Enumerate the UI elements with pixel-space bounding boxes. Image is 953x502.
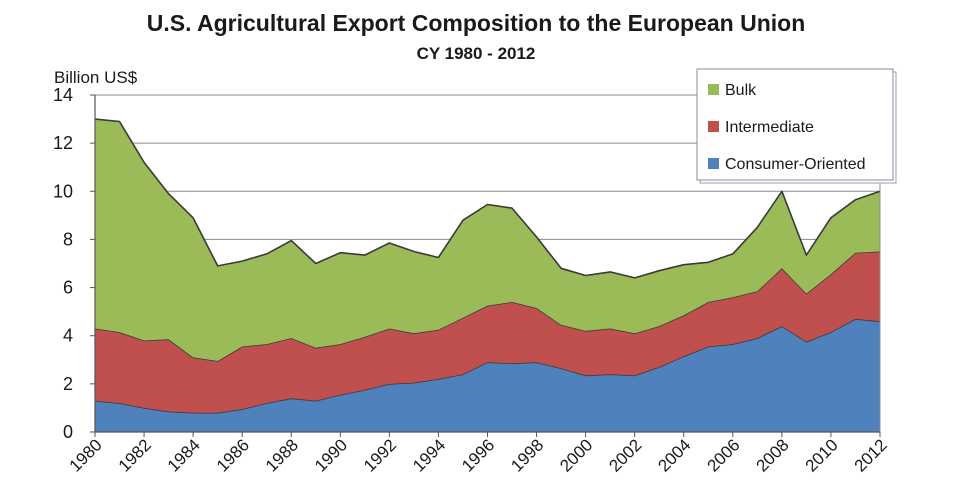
y-tick-label: 10 [53, 181, 73, 201]
legend-items: Bulk Intermediate Consumer-Oriented [708, 82, 866, 173]
chart-subtitle: CY 1980 - 2012 [417, 44, 536, 63]
y-axis-label: Billion US$ [54, 68, 138, 87]
legend-swatch-bulk [708, 84, 719, 95]
stacked-areas [94, 118, 881, 432]
y-tick-label: 2 [63, 374, 73, 394]
y-tick-labels: 0 2 4 6 8 10 12 14 [53, 85, 95, 442]
y-tick-label: 6 [63, 278, 73, 298]
y-tick-label: 14 [53, 85, 73, 105]
y-tick-label: 4 [63, 326, 73, 346]
y-tick-label: 0 [63, 422, 73, 442]
legend-label-intermediate: Intermediate [725, 119, 814, 136]
y-tick-label: 12 [53, 133, 73, 153]
area-edge-bulk [94, 118, 881, 279]
legend-frame [696, 68, 894, 181]
legend-swatch-intermediate [708, 121, 719, 132]
legend-label-consumer-oriented: Consumer-Oriented [725, 156, 866, 173]
y-tick-label: 8 [63, 229, 73, 249]
chart-title: U.S. Agricultural Export Composition to … [147, 10, 806, 36]
area-intermediate [95, 251, 880, 413]
area-bulk [95, 119, 880, 361]
legend-label-bulk: Bulk [725, 82, 757, 99]
legend-swatch-consumer-oriented [708, 158, 719, 169]
area-consumer-oriented [95, 318, 880, 432]
legend: Bulk Intermediate Consumer-Oriented [696, 68, 897, 184]
